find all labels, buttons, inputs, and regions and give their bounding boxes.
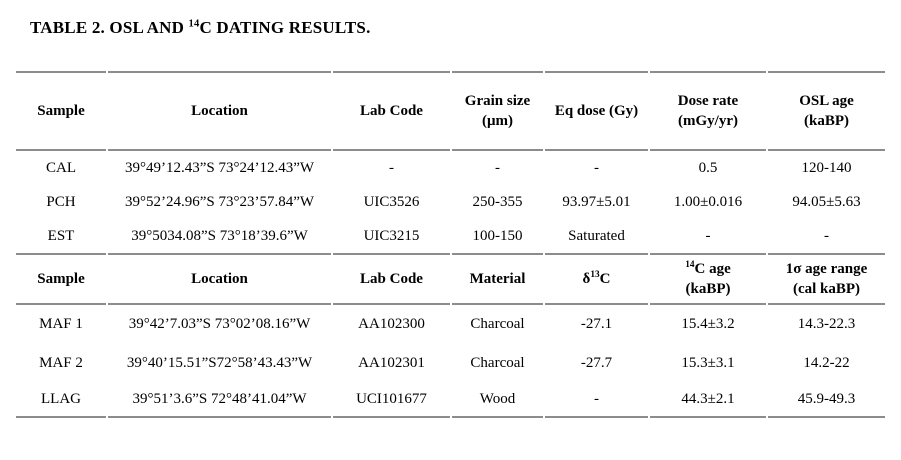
cell-grain-size: 100-150 [472,227,523,244]
cell-location: 39°49’12.43”S 73°24’12.43”W [124,159,315,176]
cell-location: 39°42’7.03”S 73°02’08.16”W [128,316,311,333]
cell-dose-rate: - [705,227,711,244]
cell-lab-code: UIC3215 [363,227,420,244]
cell-osl-age: 94.05±5.63 [792,193,861,210]
cell-sample: PCH [46,193,76,210]
c14-header-location: Location [108,253,331,305]
c14-row-maf1: MAF 1 39°42’7.03”S 73°02’08.16”W AA10230… [16,305,885,344]
cell-eq-dose: - [594,159,599,176]
cell-age-range: 14.2-22 [803,355,850,372]
cell-c14-age: 15.3±3.1 [681,355,735,372]
c14-header-d13c: δ13C [545,253,648,305]
table-caption-text-end: C DATING RESULTS. [199,18,371,37]
osl-header-eq-dose: Eq dose (Gy) [545,71,648,151]
cell-material: Charcoal [470,355,525,372]
cell-sample: CAL [46,159,76,176]
c14-header-sample: Sample [16,253,106,305]
cell-osl-age: 120-140 [801,159,852,176]
c14-row-llag: LLAG 39°51’3.6”S 72°48’41.04”W UCI101677… [16,383,885,418]
cell-lab-code: - [389,159,394,176]
cell-c14-age: 44.3±2.1 [650,383,766,418]
c14-header-sigma-range: 1σ age range (cal kaBP) [768,253,885,305]
cell-material: Charcoal [470,316,525,333]
cell-c14-age: 15.4±3.2 [681,316,735,333]
d13c-c: C [599,270,611,287]
c14-header-lab-code: Lab Code [333,253,450,305]
cell-sample: MAF 2 [39,355,83,372]
cell-location: 39°40’15.51”S72°58’43.43”W [126,355,313,372]
osl-row-est: EST 39°5034.08”S 73°18’39.6”W UIC3215 10… [16,219,885,253]
cell-lab-code: AA102301 [358,355,425,372]
cell-lab-code: AA102300 [358,316,425,333]
c14-row-maf2: MAF 2 39°40’15.51”S72°58’43.43”W AA10230… [16,344,885,383]
cell-sample: MAF 1 [39,316,83,333]
cell-grain-size: - [495,159,500,176]
cell-location: 39°5034.08”S 73°18’39.6”W [131,227,308,244]
c14-header-material: Material [452,253,543,305]
cell-sample: LLAG [16,383,106,418]
table-caption-text: TABLE 2. OSL AND [30,18,189,37]
osl-header-sample: Sample [16,71,106,151]
dating-results-table: Sample Location Lab Code Grain size (μm)… [14,71,887,418]
cell-age-range: 45.9-49.3 [768,383,885,418]
d13c-delta: δ [582,270,591,287]
caption-superscript-14: 14 [188,18,200,30]
cell-sample: EST [47,227,75,244]
cell-age-range: 14.3-22.3 [797,316,856,333]
osl-header-lab-code: Lab Code [333,71,450,151]
cell-d13c: - [545,383,648,418]
osl-header-dose-rate: Dose rate (mGy/yr) [650,71,766,151]
cell-eq-dose: Saturated [568,227,625,244]
cell-eq-dose: 93.97±5.01 [562,193,631,210]
osl-header-row: Sample Location Lab Code Grain size (μm)… [16,71,885,151]
c14-header-row: Sample Location Lab Code Material δ13C 1… [16,253,885,305]
osl-row-cal: CAL 39°49’12.43”S 73°24’12.43”W - - - 0.… [16,151,885,185]
cell-grain-size: 250-355 [472,193,523,210]
cell-lab-code: UIC3526 [363,193,420,210]
osl-header-grain-size: Grain size (μm) [452,71,543,151]
cell-material: Wood [452,383,543,418]
cell-osl-age: - [824,227,829,244]
d13c-superscript: 13 [590,269,600,280]
c14-age-label: C age (kaBP) [685,260,731,297]
cell-dose-rate: 1.00±0.016 [673,193,743,210]
osl-row-pch: PCH 39°52’24.96”S 73°23’57.84”W UIC3526 … [16,185,885,219]
cell-location: 39°52’24.96”S 73°23’57.84”W [124,193,315,210]
c14-header-age: 14C age (kaBP) [650,253,766,305]
cell-dose-rate: 0.5 [698,159,718,176]
osl-header-osl-age: OSL age (kaBP) [768,71,885,151]
cell-lab-code: UCI101677 [333,383,450,418]
cell-d13c: -27.1 [580,316,613,333]
c14-superscript: 14 [685,259,695,270]
osl-header-location: Location [108,71,331,151]
cell-location: 39°51’3.6”S 72°48’41.04”W [108,383,331,418]
cell-d13c: -27.7 [580,355,613,372]
table-caption: TABLE 2. OSL AND 14C DATING RESULTS. [30,18,887,38]
